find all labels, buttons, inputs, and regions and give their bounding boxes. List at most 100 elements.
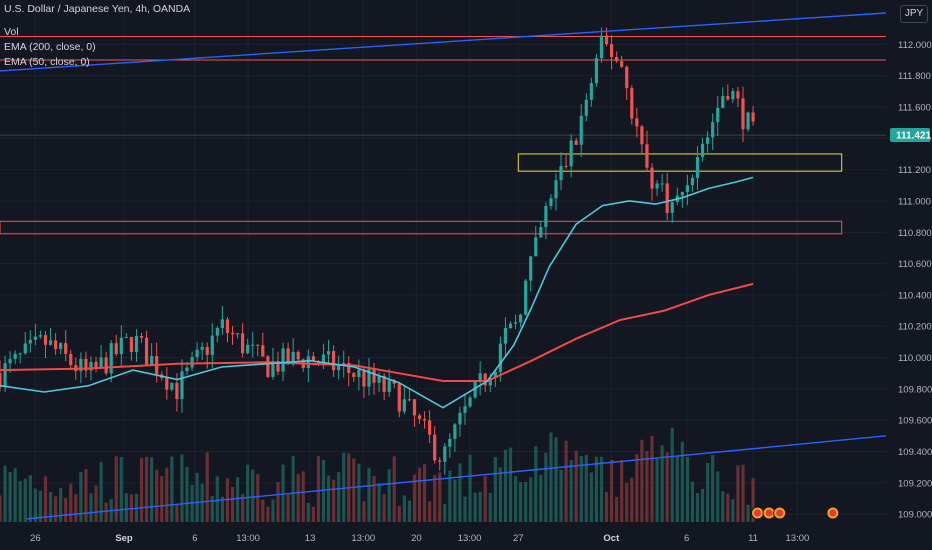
volume-bar (670, 427, 674, 522)
x-tick-label: 11 (748, 533, 758, 544)
candle-body (690, 177, 695, 186)
x-tick-label: 13 (305, 533, 316, 544)
volume-bar (241, 494, 245, 522)
volume-bar (736, 465, 740, 522)
volume-bar (170, 456, 174, 522)
volume-bar (235, 477, 240, 522)
volume-bar (144, 456, 149, 522)
red-zone (0, 220, 843, 235)
volume-bar (685, 456, 689, 522)
candle-body (417, 415, 422, 420)
candle-body (372, 369, 376, 383)
volume-bar (286, 494, 290, 522)
volume-bar (357, 463, 361, 522)
currency-button[interactable]: JPY (900, 5, 928, 23)
candle-body (741, 98, 745, 130)
volume-bar (503, 449, 508, 522)
candle-body (736, 91, 740, 99)
volume-bar (706, 462, 710, 522)
volume-bar (650, 435, 654, 522)
y-tick-label: 110.600 (898, 259, 932, 270)
volume-bar (695, 493, 700, 522)
vol-indicator-label[interactable]: Vol (4, 26, 19, 38)
candle-body (579, 115, 583, 145)
volume-bar (311, 506, 315, 522)
volume-bar (746, 504, 750, 522)
x-tick-label: 6 (192, 533, 197, 544)
candle-body (331, 351, 336, 371)
candle-body (650, 167, 654, 189)
candle-body (524, 280, 528, 315)
volume-bar (0, 495, 2, 522)
candle-body (215, 328, 219, 336)
candle-body (53, 340, 58, 349)
volume-bar (150, 457, 154, 522)
volume-bar (635, 453, 639, 522)
volume-bar (508, 447, 513, 522)
candle-body (337, 365, 341, 371)
y-tick-label: 109.600 (898, 416, 932, 427)
candle-body (554, 180, 558, 199)
volume-bar (438, 472, 442, 522)
candle-body (539, 226, 543, 238)
candle-body (402, 399, 406, 412)
volume-bar (276, 481, 280, 522)
candle-body (655, 183, 659, 189)
chart-grid (0, 0, 886, 522)
volume-bar (574, 450, 578, 522)
x-tick-label: 13:00 (458, 533, 482, 544)
x-tick-label: 26 (30, 533, 41, 544)
volume-bar (296, 473, 300, 522)
candle-body (604, 35, 609, 45)
candle-body (48, 340, 53, 345)
volume-bar (559, 469, 563, 522)
volume-bar (377, 483, 381, 522)
candle-body (43, 335, 48, 345)
candle-body (594, 58, 599, 84)
volume-bar (751, 478, 755, 522)
candle-body (746, 112, 750, 130)
volume-bar (33, 488, 37, 522)
volume-bar (529, 477, 533, 522)
ema50-indicator-label[interactable]: EMA (50, close, 0) (4, 56, 90, 68)
economic-event-markers[interactable] (751, 506, 840, 520)
candle-body (731, 91, 735, 100)
candle-body (210, 335, 214, 355)
volume-bar (124, 493, 128, 522)
candle-body (635, 118, 639, 127)
y-axis: 112.000111.800111.600111.400111.200111.0… (890, 40, 932, 521)
volume-bar (660, 445, 664, 522)
volume-bar (453, 479, 457, 522)
candle-body (706, 137, 710, 144)
candle-body (124, 336, 128, 338)
volume-bar (79, 472, 83, 522)
volume-bar (468, 454, 472, 522)
volume-bar (630, 477, 634, 522)
volume-bar (412, 474, 417, 522)
candle-body (458, 412, 462, 425)
candle-body (392, 380, 396, 384)
y-tick-label: 109.400 (898, 447, 932, 458)
volume-bar (38, 490, 43, 522)
yellow-zone (517, 153, 843, 172)
candle-body (564, 165, 568, 167)
volume-bar (8, 472, 12, 522)
volume-bar (48, 491, 53, 522)
volume-bar (604, 491, 609, 522)
candle-body (246, 344, 250, 354)
ema200-indicator-label[interactable]: EMA (200, close, 0) (4, 41, 96, 53)
volume-bar (397, 505, 401, 522)
volume-bar (675, 455, 679, 522)
candle-body (185, 367, 189, 372)
candle-body (382, 375, 386, 392)
volume-bar (139, 457, 144, 522)
support-resistance-zones (0, 35, 886, 235)
candle-body (195, 349, 199, 358)
volume-bar (579, 456, 583, 522)
volume-bar (655, 458, 659, 522)
volume-bar (362, 501, 366, 522)
chart-title: U.S. Dollar / Japanese Yen, 4h, OANDA (4, 3, 191, 15)
volume-bar (13, 468, 17, 522)
volume-bar (342, 452, 346, 522)
